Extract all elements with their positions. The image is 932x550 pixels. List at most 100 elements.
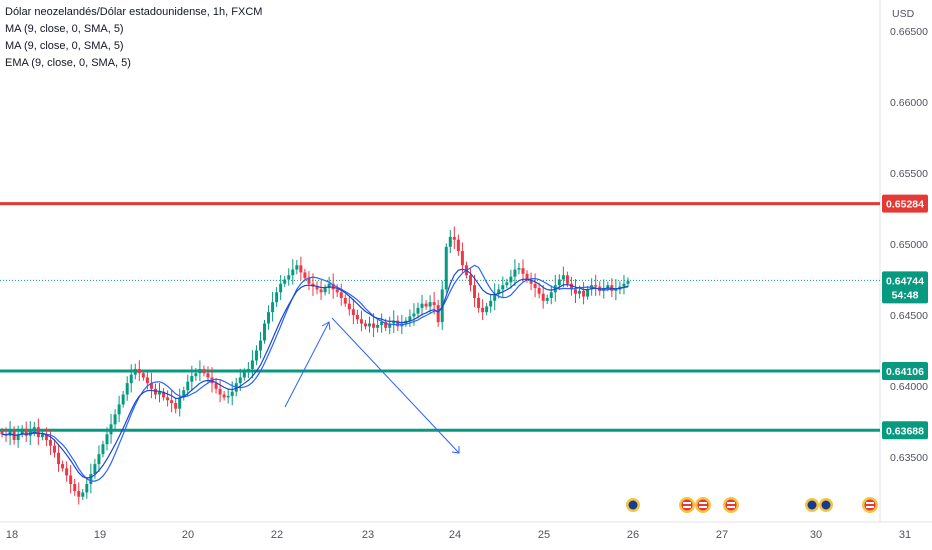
countdown-label: 54:48 [892, 289, 919, 301]
candle-body [319, 289, 323, 293]
candle-body [380, 322, 384, 325]
candle-body [448, 236, 452, 247]
candle-body [242, 371, 246, 378]
ema-9-line[interactable] [1, 268, 629, 479]
candle-body [347, 303, 351, 310]
candle-body [283, 279, 287, 284]
candle-body [81, 492, 85, 497]
candle-body [626, 280, 630, 284]
candle-body [335, 289, 339, 293]
candle-body [198, 368, 202, 374]
price-tick-label: 0.66000 [890, 97, 928, 109]
candle-body [267, 312, 271, 324]
candle-body [436, 305, 440, 323]
time-tick-label: 20 [182, 529, 194, 541]
support-1-price-tag [882, 361, 928, 380]
current-price-tag [882, 271, 928, 304]
candle-body [315, 286, 319, 290]
price-tick-label: 0.66500 [890, 26, 928, 38]
candle-body [174, 403, 178, 409]
candle-body [178, 397, 182, 409]
event-us-flag-icon[interactable] [723, 497, 739, 513]
event-nz-flag-icon[interactable] [626, 498, 640, 512]
candle-body [545, 297, 549, 301]
candle-body [582, 290, 586, 297]
candle-body [452, 236, 456, 240]
price-tick-label: 0.64000 [890, 381, 928, 393]
time-tick-label: 25 [538, 529, 550, 541]
candle-body [428, 302, 432, 307]
candle-body [396, 320, 400, 327]
candle-body [44, 434, 48, 440]
candle-body [359, 319, 363, 324]
candle-body [493, 293, 497, 301]
candle-body [97, 454, 101, 465]
candle-body [541, 293, 545, 301]
indicator-ma-1[interactable]: MA (9, close, 0, SMA, 5) [5, 23, 124, 35]
candle-body [529, 279, 533, 284]
candle-body [533, 283, 537, 289]
candle-body [307, 278, 311, 284]
event-us-flag-icon[interactable] [862, 497, 878, 513]
candle-body [254, 350, 258, 361]
ma-9-line[interactable] [1, 264, 629, 482]
candle-body [258, 340, 262, 351]
event-nz-flag-icon[interactable] [805, 498, 819, 512]
time-tick-label: 30 [810, 529, 822, 541]
economic-events [626, 497, 878, 513]
indicator-ma-2[interactable]: MA (9, close, 0, SMA, 5) [5, 40, 124, 52]
candle-body [230, 391, 234, 396]
candle-body [363, 323, 367, 327]
candle-body [549, 292, 553, 298]
candle-body [557, 279, 561, 286]
candle-body [473, 285, 477, 298]
indicator-ema[interactable]: EMA (9, close, 0, SMA, 5) [5, 57, 131, 69]
candle-body [190, 376, 194, 382]
chart-legend: Dólar neozelandés/Dólar estadounidense, … [5, 4, 262, 72]
price-tick-label: 0.65000 [890, 239, 928, 251]
current-price-label: 0.64744 [886, 275, 924, 287]
candle-body [214, 383, 218, 389]
candle-body [61, 464, 65, 469]
candle-body [392, 320, 396, 324]
event-us-flag-icon[interactable] [679, 497, 695, 513]
candle-body [602, 288, 606, 291]
candle-body [505, 282, 509, 286]
candle-body [40, 434, 44, 438]
candle-body [489, 300, 493, 307]
candle-body [331, 283, 335, 290]
candle-body [166, 397, 170, 401]
candle-body [295, 265, 299, 270]
candle-body [622, 283, 626, 287]
candle-body [238, 377, 242, 384]
time-axis[interactable]: 18 19 20 22 23 24 25 26 27 30 31 [6, 529, 911, 541]
candle-body [368, 323, 372, 327]
time-tick-label: 24 [449, 529, 461, 541]
event-us-flag-icon[interactable] [695, 497, 711, 513]
candle-body [424, 303, 428, 307]
candle-body [384, 322, 388, 328]
candle-body [517, 268, 521, 270]
candle-body [477, 297, 481, 308]
symbol-title[interactable]: Dólar neozelandés/Dólar estadounidense, … [5, 6, 263, 18]
candle-body [497, 289, 501, 294]
candle-body [162, 391, 166, 398]
price-tags: 0.65284 0.64106 0.63688 0.64744 54:48 [882, 194, 928, 440]
candle-body [69, 475, 73, 484]
candle-body [129, 374, 133, 384]
candle-body [117, 404, 121, 415]
candle-body [141, 373, 145, 378]
candle-body [149, 383, 153, 389]
candle-body [376, 324, 380, 328]
candle-body [145, 377, 149, 384]
candle-body [565, 275, 569, 284]
candle-body [355, 315, 359, 320]
candle-body [275, 292, 279, 303]
candle-body [113, 414, 117, 425]
candle-body [101, 444, 105, 455]
candle-body [388, 323, 392, 328]
candle-body [327, 283, 331, 289]
event-nz-flag-icon[interactable] [819, 498, 833, 512]
price-axis[interactable]: 0.66500 0.66000 0.65500 0.65000 0.64500 0.640… [890, 26, 928, 464]
